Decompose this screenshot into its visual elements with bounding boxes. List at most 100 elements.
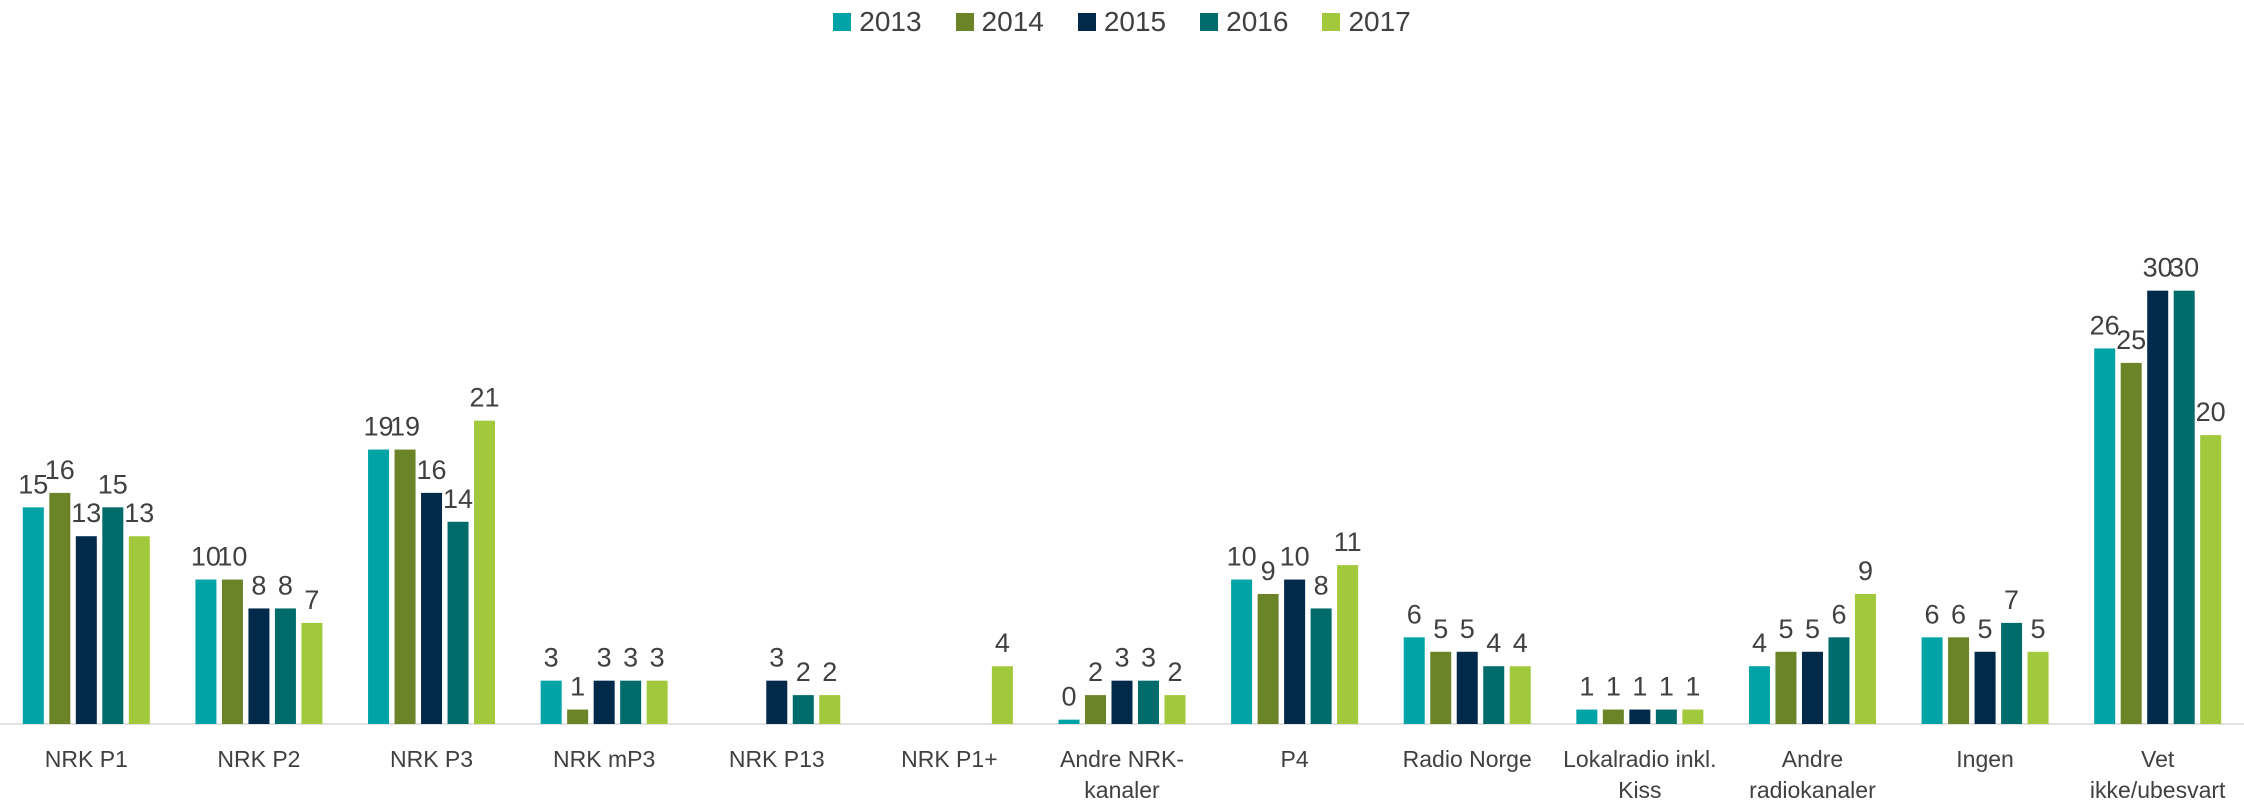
bar [1403, 637, 1425, 724]
data-label: 6 [1407, 599, 1422, 629]
bar [1138, 680, 1159, 724]
data-label: 30 [2169, 253, 2199, 283]
bar [75, 536, 97, 724]
bar [567, 709, 589, 724]
data-label: 1 [1579, 672, 1594, 702]
legend-label: 2016 [1226, 6, 1289, 37]
data-label: 4 [1752, 628, 1767, 658]
bar [1337, 565, 1359, 724]
bar [1801, 651, 1823, 724]
data-label: 21 [470, 383, 500, 413]
bar [394, 449, 416, 724]
bar [2027, 651, 2049, 724]
data-label: 16 [45, 455, 75, 485]
data-label: 11 [1334, 527, 1362, 557]
data-label: 1 [1659, 672, 1674, 702]
legend-swatch [1077, 13, 1096, 31]
data-label: 5 [1460, 614, 1475, 644]
bar [447, 521, 469, 724]
data-label: 6 [1925, 599, 1940, 629]
data-label: 5 [2031, 614, 2046, 644]
bar [1948, 637, 1970, 724]
x-tick-label: Ingen [1956, 746, 2014, 772]
x-tick-label: Andre radiokanaler [1749, 746, 1876, 803]
data-label: 1 [1632, 672, 1647, 702]
bar [1602, 709, 1624, 724]
data-label: 16 [417, 455, 447, 485]
bar [1257, 594, 1279, 724]
legend-item: 2016 [1200, 6, 1288, 38]
data-label: 2 [796, 657, 811, 687]
bar [1576, 709, 1598, 724]
bar [2001, 622, 2023, 724]
data-label: 14 [443, 484, 473, 514]
data-label: 3 [623, 643, 638, 673]
bar [766, 680, 788, 724]
data-label: 7 [2004, 585, 2019, 615]
bar [593, 680, 615, 724]
bar [1164, 695, 1186, 724]
bar [421, 492, 443, 724]
x-tick-label: Andre NRK-kanaler [1060, 746, 1184, 803]
bar [2094, 348, 2116, 724]
legend-label: 2014 [981, 6, 1044, 37]
data-label: 19 [390, 412, 420, 442]
bar [1456, 651, 1478, 724]
data-label: 8 [278, 570, 293, 600]
data-label: 2 [1167, 657, 1182, 687]
bar [474, 420, 496, 724]
data-label: 9 [1858, 556, 1873, 586]
bar [1828, 637, 1850, 724]
bar [1682, 709, 1704, 724]
bar [195, 579, 217, 724]
bar [1430, 651, 1452, 724]
bar [1629, 709, 1651, 724]
x-tick-label: P4 [1280, 746, 1309, 772]
bar [2173, 290, 2195, 724]
legend-swatch [1322, 13, 1341, 31]
bar [1854, 594, 1876, 724]
x-tick-label: Lokalradio inkl. Kiss [1563, 746, 1717, 803]
data-label: 25 [2116, 325, 2146, 355]
bar [2147, 290, 2169, 724]
bar [792, 695, 814, 724]
x-tick-label: NRK mP3 [553, 746, 656, 772]
x-tick-label: NRK P3 [389, 746, 474, 772]
data-label: 9 [1261, 556, 1276, 586]
bar [1058, 719, 1080, 724]
x-tick-label: Radio Norge [1402, 746, 1532, 772]
data-label: 30 [2143, 253, 2173, 283]
x-tick-label: Vet ikke/ubesvart [2089, 746, 2226, 803]
data-label: 1 [1685, 672, 1700, 702]
legend-item: 2013 [833, 6, 922, 38]
bar [248, 608, 270, 724]
data-label: 19 [364, 412, 394, 442]
bar [1775, 651, 1797, 724]
legend: 2013 2014 2015 2016 2017 [0, 6, 2244, 38]
bar [1310, 608, 1332, 724]
data-label: 4 [1486, 628, 1501, 658]
data-label: 8 [251, 570, 266, 600]
data-label: 3 [769, 643, 784, 673]
data-label: 5 [1978, 614, 1993, 644]
bar [991, 666, 1013, 724]
data-label: 3 [1141, 643, 1156, 673]
data-label: 10 [1227, 542, 1257, 572]
data-label: 15 [98, 469, 128, 499]
bar [1655, 709, 1677, 724]
data-label: 1 [1606, 672, 1621, 702]
x-tick-label: NRK P2 [217, 746, 301, 772]
bar [1974, 651, 1996, 724]
bar [2120, 362, 2142, 724]
bar [540, 680, 562, 724]
bar [368, 449, 390, 724]
data-label: 3 [1114, 643, 1129, 673]
bar [1748, 666, 1770, 724]
bar [1231, 579, 1253, 724]
data-label: 0 [1061, 682, 1076, 712]
data-label: 3 [544, 643, 559, 673]
bar [49, 492, 71, 724]
data-label: 5 [1433, 614, 1448, 644]
bar [102, 507, 124, 724]
